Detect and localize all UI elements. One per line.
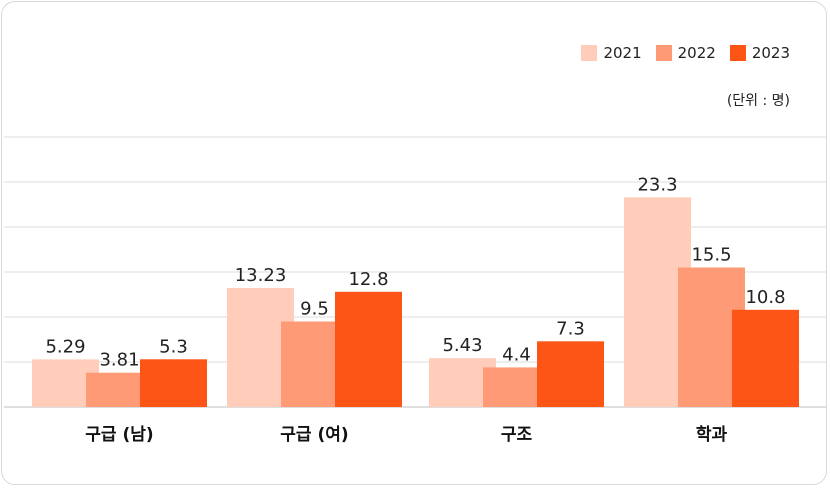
value-label-2023-0: 5.3 [159, 336, 188, 357]
legend: 2021 2022 2023 [581, 44, 790, 62]
bar-2023-2 [537, 341, 604, 407]
value-label-2023-1: 12.8 [348, 269, 388, 290]
unit-label: (단위 : 명) [726, 93, 790, 109]
legend-swatch-2022 [655, 45, 672, 61]
bar-2023-0 [140, 359, 207, 407]
value-label-2022-2: 4.4 [502, 344, 531, 365]
value-label-2022-0: 3.81 [99, 350, 139, 371]
legend-label-2023: 2023 [751, 44, 790, 62]
legend-label-2022: 2022 [677, 44, 716, 62]
legend-label-2021: 2021 [603, 44, 642, 62]
bar-2023-1 [335, 291, 402, 407]
value-label-2021-0: 5.29 [45, 336, 85, 357]
value-label-2022-1: 9.5 [300, 299, 329, 320]
category-label-3: 학과 [696, 425, 728, 445]
category-label-2: 구조 [501, 425, 533, 445]
legend-item-2022: 2022 [655, 44, 716, 62]
category-label-1: 구급 (여) [280, 425, 348, 445]
legend-item-2021: 2021 [581, 44, 642, 62]
value-label-2022-3: 15.5 [691, 245, 731, 266]
value-label-2023-2: 7.3 [556, 318, 585, 339]
value-label-2021-3: 23.3 [637, 174, 677, 195]
bar-2023-3 [732, 309, 799, 407]
value-label-2021-2: 5.43 [442, 335, 482, 356]
legend-swatch-2023 [729, 45, 746, 61]
legend-swatch-2021 [581, 45, 598, 61]
legend-item-2023: 2023 [729, 44, 790, 62]
category-label-0: 구급 (남) [85, 425, 153, 445]
value-label-2021-1: 13.23 [235, 265, 287, 286]
value-label-2023-3: 10.8 [745, 287, 785, 308]
